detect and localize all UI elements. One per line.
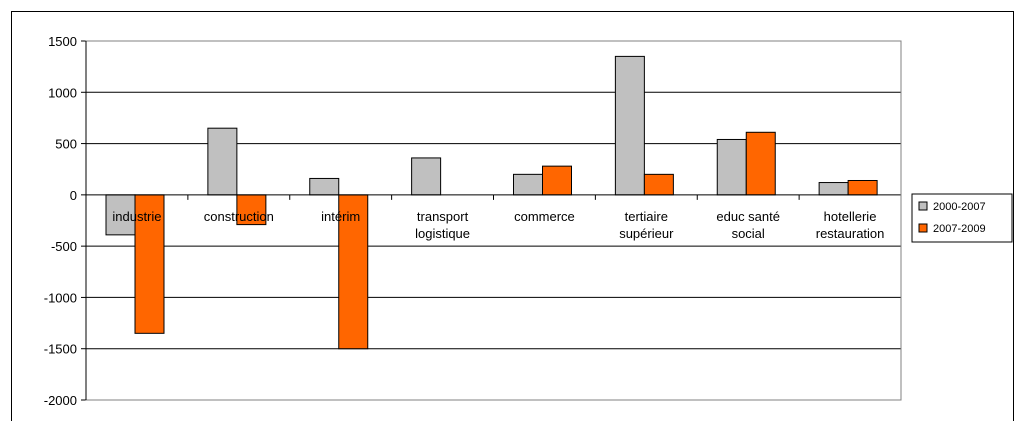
bar	[338, 194, 369, 350]
category-label: tertiaire	[625, 209, 668, 224]
category-label: logistique	[415, 226, 470, 241]
y-tick-label: -1000	[44, 290, 77, 305]
y-tick-label: 1500	[48, 34, 77, 49]
bar	[513, 173, 543, 196]
y-tick-label: 1000	[48, 85, 77, 100]
y-tick-label: 0	[70, 188, 77, 203]
bar	[542, 165, 572, 196]
bar	[818, 182, 849, 196]
y-tick-label: -2000	[44, 393, 77, 408]
bar	[847, 179, 878, 196]
category-label: educ santé	[716, 209, 780, 224]
category-label: industrie	[112, 209, 161, 224]
bar	[309, 177, 340, 196]
category-label: construction	[204, 209, 274, 224]
legend-label: 2000-2007	[933, 201, 986, 213]
category-label: intérim	[321, 209, 360, 224]
bar-chart: 1500 1000 500 0 -500 -1000 -1500 -2000 industrie…	[44, 34, 1013, 408]
category-label: supérieur	[619, 226, 674, 241]
y-tick-label: -500	[51, 239, 77, 254]
legend-swatch	[918, 223, 928, 233]
chart-frame: 1500 1000 500 0 -500 -1000 -1500 -2000 industrie…	[11, 11, 1014, 421]
y-tick-label: -1500	[44, 342, 77, 357]
category-label: restauration	[816, 226, 885, 241]
bar	[614, 55, 645, 196]
bar	[643, 173, 674, 196]
y-tick-label: 500	[55, 137, 77, 152]
bar	[745, 131, 776, 196]
bar	[716, 138, 747, 196]
category-label: transport	[417, 209, 469, 224]
legend-box	[911, 193, 1013, 243]
category-label: commerce	[514, 209, 575, 224]
category-label: hotellerie	[824, 209, 877, 224]
legend-swatch	[918, 201, 928, 211]
bar	[207, 127, 238, 196]
category-label: social	[732, 226, 765, 241]
legend-label: 2007-2009	[933, 223, 986, 235]
bar	[411, 157, 442, 196]
plot-area	[86, 41, 901, 400]
